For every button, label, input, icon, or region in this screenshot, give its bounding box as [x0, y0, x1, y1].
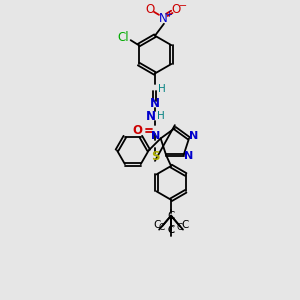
Text: C: C [168, 226, 174, 235]
Text: H: H [158, 84, 166, 94]
Text: C: C [177, 223, 183, 232]
Text: C: C [153, 220, 161, 230]
Text: S: S [151, 150, 159, 164]
Text: +: + [165, 10, 172, 19]
Text: N: N [151, 131, 160, 141]
Text: C: C [167, 211, 175, 221]
Text: Cl: Cl [117, 31, 128, 44]
Text: O: O [171, 3, 181, 16]
Text: C: C [167, 225, 175, 235]
Text: O: O [146, 3, 154, 16]
Text: C: C [159, 223, 165, 232]
Text: C: C [181, 220, 189, 230]
Text: N: N [150, 97, 160, 110]
Text: N: N [146, 110, 156, 123]
Text: H: H [157, 111, 165, 121]
Text: N: N [158, 12, 167, 25]
Text: −: − [179, 1, 187, 11]
Text: N: N [189, 131, 199, 141]
Text: N: N [184, 151, 193, 161]
Text: O: O [132, 124, 142, 136]
